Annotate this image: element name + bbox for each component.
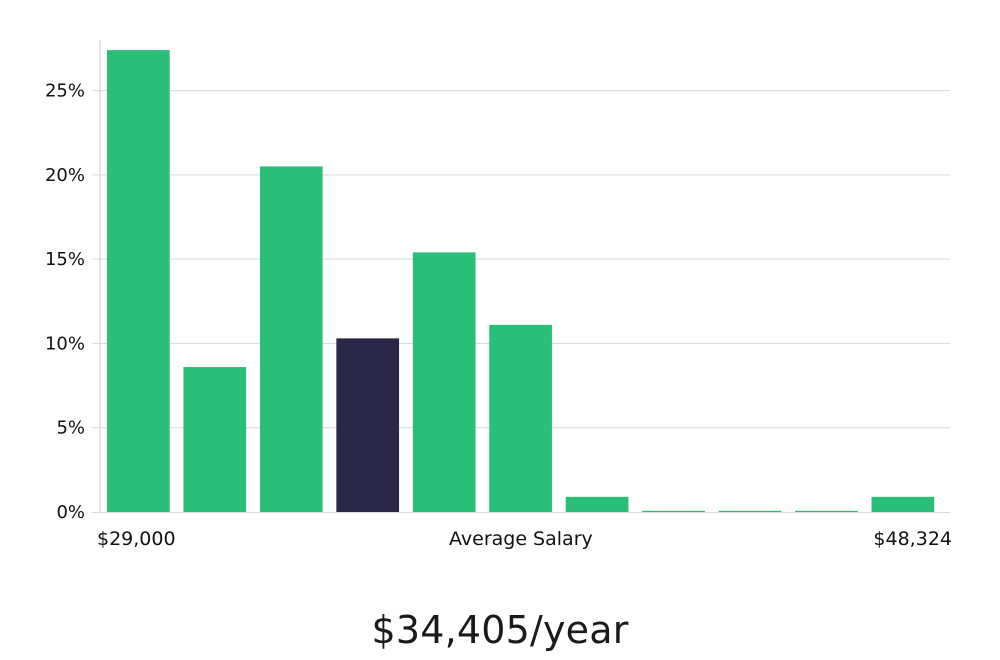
bar xyxy=(489,324,552,512)
bar xyxy=(871,496,935,512)
x-axis-title: Average Salary xyxy=(449,528,593,550)
bar xyxy=(795,510,858,512)
average-salary-value: $34,405/year xyxy=(371,608,629,652)
bar xyxy=(412,252,476,512)
bar-highlighted xyxy=(336,338,400,512)
bar xyxy=(565,496,629,512)
y-tick-label: 0% xyxy=(56,502,85,523)
bar xyxy=(107,50,170,512)
bar xyxy=(259,166,323,512)
bar xyxy=(183,367,247,512)
x-axis-min-label: $29,000 xyxy=(97,528,176,550)
y-tick-label: 10% xyxy=(45,333,85,354)
x-axis-max-label: $48,324 xyxy=(873,528,952,550)
bar xyxy=(642,510,705,512)
y-tick-label: 15% xyxy=(45,249,85,270)
salary-histogram: 0% 5% 10% 15% 20% 25% xyxy=(45,40,950,523)
y-tick-label: 25% xyxy=(45,81,85,102)
y-tick-label: 5% xyxy=(56,418,85,439)
bar xyxy=(718,510,782,512)
y-tick-label: 20% xyxy=(45,165,85,186)
